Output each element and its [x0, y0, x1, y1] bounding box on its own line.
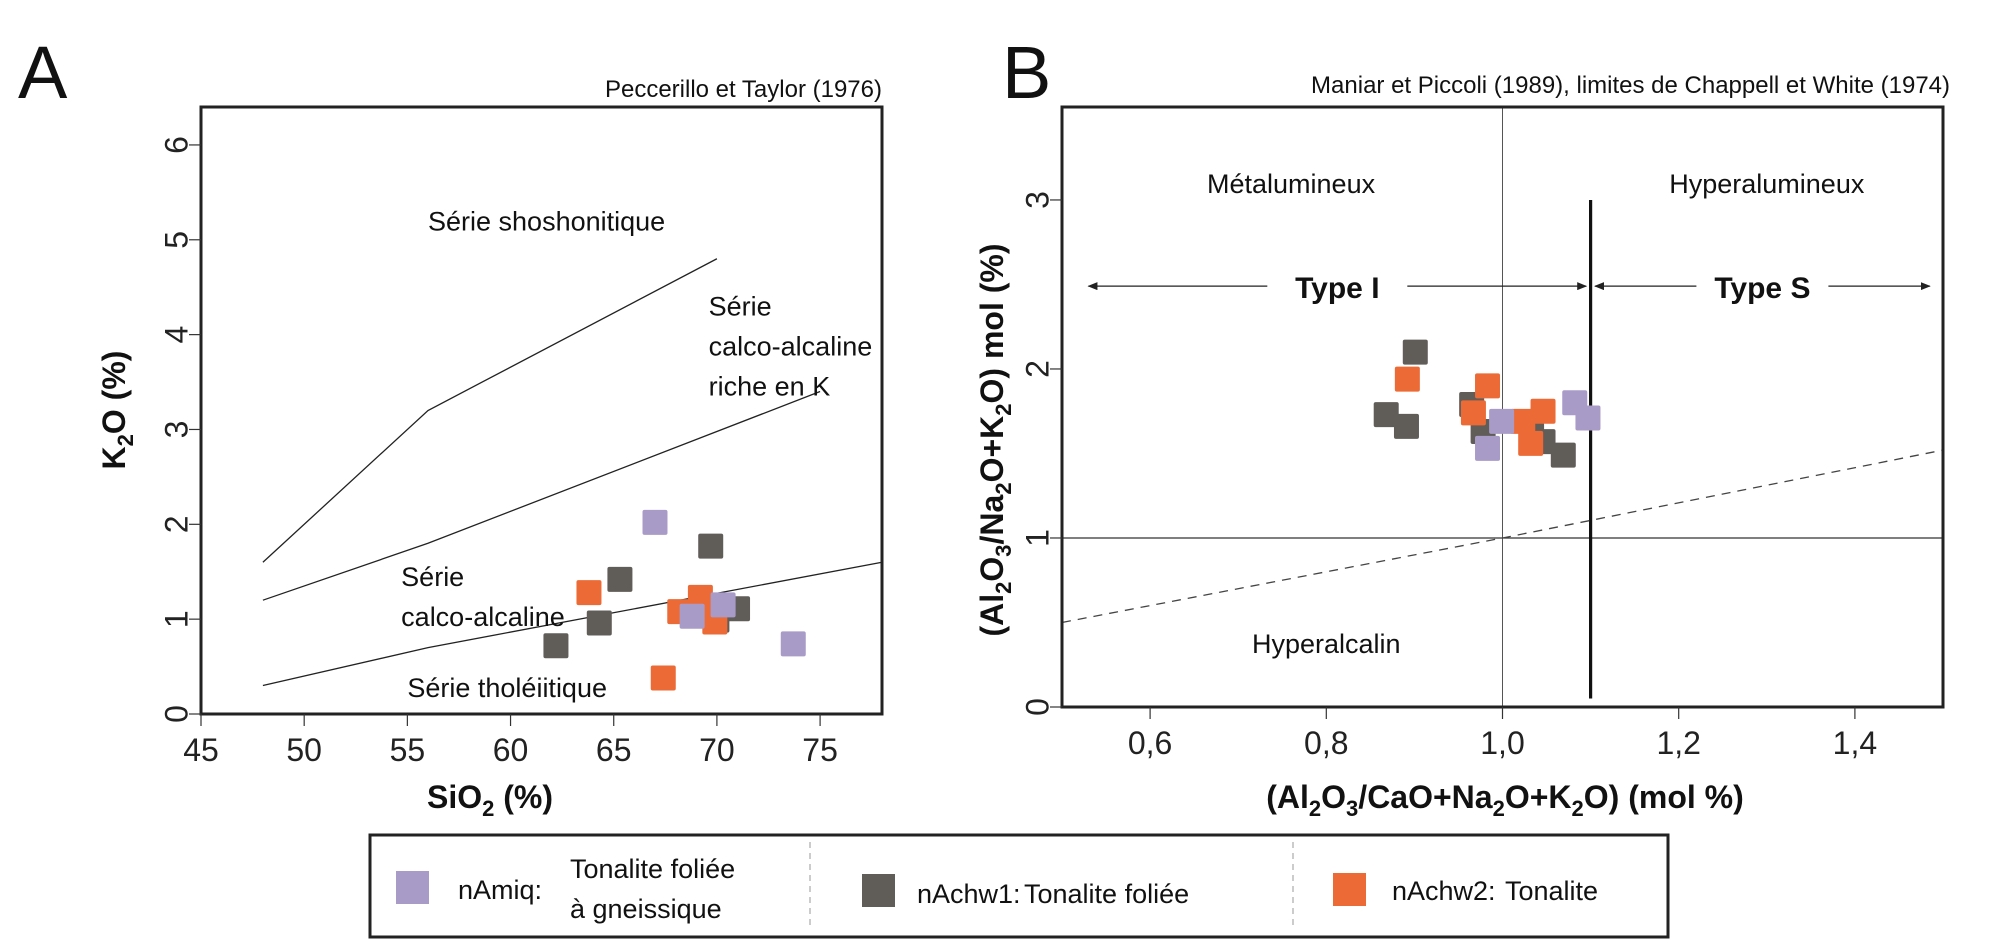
- legend-label-nachw1: Tonalite foliée: [1024, 879, 1189, 909]
- legend-box: [368, 833, 1670, 939]
- chart-b-y-tick-label: 3: [1019, 191, 1055, 209]
- chart-a-y-tick-label: 3: [158, 421, 194, 439]
- chart-a-y-tick-label: 4: [158, 326, 194, 344]
- chart-b-annotation-hyperalcalin: Hyperalcalin: [1252, 629, 1401, 659]
- chart-b-point-nachw1: [1402, 339, 1428, 365]
- chart-a-annotation-line: riche en K: [709, 372, 831, 402]
- chart-b-point-nachw2: [1475, 373, 1501, 399]
- chart-a-plot-frame: [199, 105, 884, 716]
- chart-a-y-tick-label: 1: [158, 610, 194, 628]
- legend-label-namiq-line2: à gneissique: [570, 894, 722, 924]
- chart-b-x-tick-label: 1,2: [1656, 725, 1700, 761]
- chart-b-y-tick-label: 2: [1019, 360, 1055, 378]
- chart-a-x-tick-label: 50: [286, 732, 322, 768]
- chart-a-x-tick-label: 75: [802, 732, 838, 768]
- chart-a-point-nachw1: [698, 533, 724, 559]
- chart-a-point-namiq: [679, 603, 705, 629]
- chart-a-point-nachw1: [543, 633, 569, 659]
- chart-b-x-tick-label: 0,6: [1128, 725, 1172, 761]
- chart-a-x-axis-title: SiO2 (%): [427, 779, 553, 821]
- chart-a-high-k-calc-alkaline-boundary: [262, 390, 821, 601]
- panel-b-letter: B: [1002, 31, 1051, 114]
- chart-a-point-nachw2: [650, 665, 676, 691]
- chart-b-point-nachw1: [1393, 413, 1419, 439]
- legend-code-namiq: nAmiq:: [458, 875, 542, 905]
- chart-b-x-tick-label: 1,4: [1833, 725, 1877, 761]
- chart-b-point-nachw1: [1373, 402, 1399, 428]
- panel-a-source: Peccerillo et Taylor (1976): [605, 76, 882, 103]
- chart-a: Série shoshonitique Série calco-alcaline ri…: [158, 105, 884, 768]
- legend-swatch-nachw1: [862, 874, 895, 907]
- chart-b-point-nachw2: [1518, 430, 1544, 456]
- chart-a-shoshonitic-boundary: [262, 258, 718, 563]
- chart-b-x-axis-title: (Al2O3/CaO+Na2O+K2O) (mol %): [1266, 779, 1744, 821]
- panel-b-source: Maniar et Piccoli (1989), limites de Cha…: [1311, 72, 1950, 99]
- chart-b-annotation-type-i: Type I: [1295, 272, 1379, 305]
- chart-a-point-nachw2: [687, 584, 713, 610]
- chart-b-point-namiq: [1475, 435, 1501, 461]
- chart-b-y-tick-label: 0: [1019, 698, 1055, 716]
- chart-a-x-tick-label: 55: [390, 732, 426, 768]
- chart-b-point-nachw2: [1510, 408, 1536, 434]
- chart-b-point-nachw2: [1530, 398, 1556, 424]
- panel-a-letter: A: [18, 31, 68, 114]
- chart-a-annotation: Série shoshonitique: [428, 206, 665, 236]
- chart-a-annotation-line: Série: [401, 562, 464, 592]
- chart-b-point-nachw2: [1394, 366, 1420, 392]
- chart-a-y-tick-label: 0: [158, 705, 194, 723]
- chart-a-annotation-line: Série tholéiitique: [407, 673, 607, 703]
- chart-a-point-namiq: [642, 509, 668, 535]
- legend-swatch-nachw2: [1333, 873, 1366, 906]
- chart-a-y-tick-label: 2: [158, 515, 194, 533]
- chart-b-x-tick-label: 0,8: [1304, 725, 1348, 761]
- legend-label-nachw2: Tonalite: [1505, 876, 1598, 906]
- chart-a-plot-area: [201, 107, 882, 714]
- chart-b-y-tick-label: 1: [1019, 529, 1055, 547]
- chart-b-annotation-hyperalumineux: Hyperalumineux: [1669, 169, 1865, 199]
- chart-a-point-namiq: [710, 592, 736, 618]
- chart-a-annotation-line: calco-alcaline: [401, 602, 565, 632]
- chart-a-annotation: Série calco-alcaline riche en K: [709, 292, 873, 402]
- legend-code-nachw2: nAchw2:: [1392, 876, 1496, 906]
- chart-a-annotation-line: calco-alcaline: [709, 332, 873, 362]
- legend: nAmiq: Tonalite foliée à gneissique nAch…: [368, 833, 1670, 939]
- legend-swatch-namiq: [396, 871, 429, 904]
- chart-a-x-tick-label: 60: [493, 732, 529, 768]
- chart-b: Métalumineux Hyperalumineux Type I Type S Hy…: [1019, 105, 1945, 761]
- chart-a-x-tick-label: 45: [183, 732, 219, 768]
- chart-b-annotation-métalumineux: Métalumineux: [1207, 169, 1376, 199]
- legend-label-namiq-line1: Tonalite foliée: [570, 854, 735, 884]
- chart-b-annotation-type-s: Type S: [1714, 272, 1810, 305]
- chart-a-point-nachw1: [586, 610, 612, 636]
- chart-a-point-nachw2: [576, 580, 602, 606]
- chart-a-y-axis-title: K2O (%): [96, 351, 138, 470]
- chart-a-annotation-line: Série: [709, 292, 772, 322]
- chart-a-annotation: Série tholéiitique: [407, 673, 607, 703]
- chart-b-y-axis-title: (Al2O3/Na2O+K2O) mol (%): [974, 243, 1016, 636]
- chart-b-x-tick-label: 1,0: [1480, 725, 1524, 761]
- chart-a-calc-alkaline-boundary: [262, 561, 883, 687]
- legend-code-nachw1: nAchw1:: [917, 879, 1021, 909]
- chart-a-annotation-line: Série shoshonitique: [428, 206, 665, 236]
- chart-b-point-namiq: [1575, 405, 1601, 431]
- chart-b-point-namiq: [1489, 408, 1515, 434]
- chart-a-y-tick-label: 5: [158, 231, 194, 249]
- chart-a-y-tick-label: 6: [158, 136, 194, 154]
- chart-a-x-tick-label: 70: [699, 732, 735, 768]
- chart-a-x-tick-label: 65: [596, 732, 632, 768]
- chart-a-annotation: Série calco-alcaline: [401, 562, 565, 632]
- chart-b-point-nachw2: [1460, 400, 1486, 426]
- chart-a-point-namiq: [780, 631, 806, 657]
- chart-b-point-nachw1: [1550, 442, 1576, 468]
- chart-b-peralkaline-boundary: [1061, 449, 1944, 624]
- chart-a-point-nachw1: [607, 566, 633, 592]
